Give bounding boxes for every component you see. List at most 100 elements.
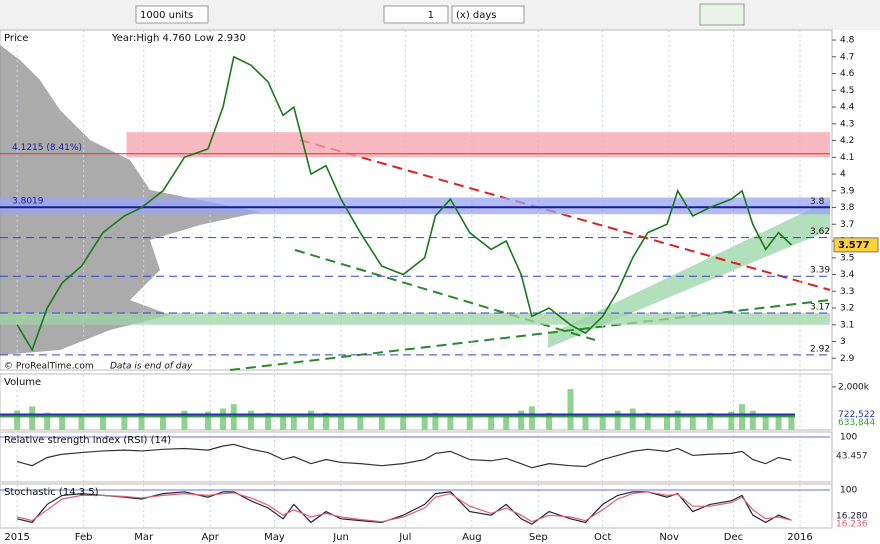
panel-title: Stochastic (14 3 5) [4,487,99,498]
volume-bar [466,417,473,430]
volume-bar [357,416,364,430]
panel-title: Volume [4,377,41,388]
y-tick-label: 4.6 [840,69,855,79]
y-tick-label: 2,000k [838,382,870,392]
average-label: 633,844 [838,418,875,428]
x-tick-label: Mar [134,532,154,543]
volume-bar [338,414,345,430]
volume-bar [44,412,51,430]
price-tag-label: 3.577 [838,240,870,251]
volume-bar [629,408,636,430]
volume-bar [644,412,651,430]
x-tick-label: Oct [594,532,611,543]
volume-bar [29,406,36,430]
x-tick-label: 2015 [4,532,29,543]
y-tick-label: 100 [840,433,857,443]
note: Data is end of day [110,362,193,372]
y-tick-label: 4.7 [840,52,854,62]
units-select[interactable] [135,5,209,24]
x-tick-label: Jul [398,532,411,543]
level-label: 3.8019 [12,197,44,207]
volume-bar [205,411,212,430]
zone [0,313,830,325]
rsi-panel [0,431,833,483]
period-text: (x) days [456,10,497,21]
x-tick-label: Dec [724,532,743,543]
y-tick-label: 4.5 [840,86,854,96]
volume-bar [265,412,272,430]
volume-bar [432,412,439,430]
y-tick-label: 2.9 [840,354,855,364]
y-tick-label: 4.3 [840,119,854,129]
volume-bar [728,411,735,430]
last-value-label: 16.280 [836,512,868,522]
x-tick-label: Feb [75,532,93,543]
level-label: 2.92 [810,344,830,354]
count-text: 1 [428,10,434,21]
volume-bar [788,417,795,430]
volume-bar [378,417,385,430]
volume-bar [706,412,713,430]
volume-bar [546,412,553,430]
volume-bar [614,410,621,430]
volume-bar [121,414,128,430]
trend-line [294,249,596,341]
y-tick-label: 4.1 [840,153,854,163]
x-tick-label: Jun [332,532,349,543]
volume-bar [280,414,287,430]
last-value-label: 16.236 [836,520,868,530]
y-tick-label: 100 [840,486,857,496]
volume-bar [447,414,454,430]
y-tick-label: 3.5 [840,253,854,263]
volume-bar [159,413,166,430]
volume-bar [488,416,495,430]
zone [0,197,830,215]
volume-bar [762,414,769,430]
last-value-label: 43.457 [836,452,868,462]
average-label: 722,522 [838,410,875,420]
y-tick-label: 4.4 [840,103,855,113]
x-tick-label: 2016 [787,532,812,543]
price-tag [833,237,879,253]
series-line [16,55,792,352]
volume-bar [322,412,329,430]
volume-bar [14,410,21,430]
level-label: 3.17 [810,303,830,313]
volume-bar [503,414,510,430]
volume-bar [749,410,756,430]
y-tick-label: 4 [840,170,846,180]
price-subtitle: Year:High 4.760 Low 2.930 [111,33,246,44]
panel-title: Price [4,33,28,44]
y-tick-label: 3.7 [840,220,854,230]
volume-bar [674,410,681,430]
series-line [17,491,792,523]
trend-line [299,139,831,291]
count-input[interactable] [383,5,449,24]
chart-layer: 2015 Feb Mar Apr May Jun Jul Aug Sep Oct Nov Dec 201… [0,30,879,543]
volume-bar [307,410,314,430]
y-tick-label: 3.1 [840,320,854,330]
x-tick-label: Nov [659,532,679,543]
trend-line [229,299,831,371]
series-line [16,443,792,469]
volume-bar [689,413,696,430]
period-select[interactable] [451,5,525,24]
y-tick-label: 3.3 [840,287,854,297]
y-tick-label: 3.8 [840,203,855,213]
x-tick-label: Aug [462,532,482,543]
volume-bar [421,416,428,430]
y-tick-label: 3.2 [840,304,854,314]
volume-bar [518,410,525,430]
y-tick-label: 3.4 [840,270,855,280]
volume-bar [664,414,671,430]
level-label: 4.1215 (8.41%) [12,143,82,153]
chart-type-button[interactable] [699,3,745,26]
panel-title: Relative strength index (RSI) (14) [4,435,171,446]
volume-bar [78,417,85,430]
y-tick-label: 3 [840,337,846,347]
volume-bar [181,410,188,430]
volume-bar [247,410,254,430]
x-tick-label: May [264,532,285,543]
